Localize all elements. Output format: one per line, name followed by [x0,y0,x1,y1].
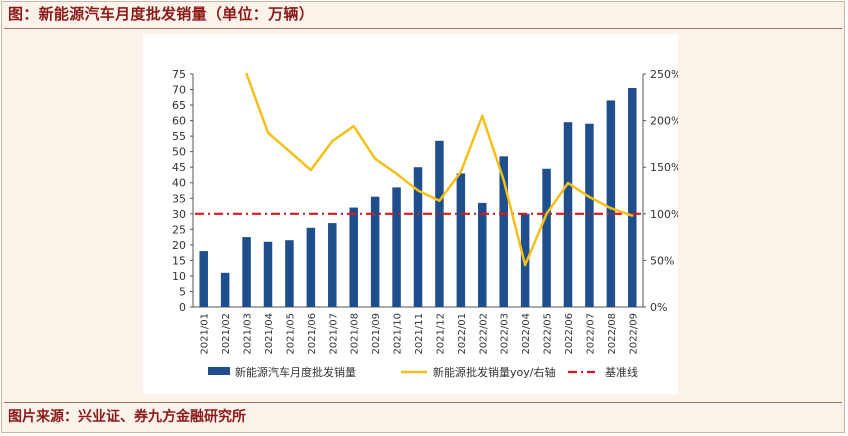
bar [585,123,594,307]
x-tick-label: 2022/08 [607,313,618,355]
x-tick-label: 2021/05 [285,313,296,355]
bar [306,227,316,307]
right-tick-label: 0% [650,301,667,314]
yoy-point [245,72,248,76]
x-tick-label: 2021/12 [435,313,446,355]
yoy-point [395,172,398,175]
bar [563,122,573,307]
x-tick-label: 2022/02 [478,313,489,355]
bar [349,207,358,307]
bar [220,272,230,307]
yoy-point [352,124,355,128]
yoy-point [502,179,505,182]
bar [499,156,508,307]
x-tick-label: 2022/03 [500,313,511,355]
left-tick-label: 5 [179,285,186,298]
legend-bar-label: 新能源汽车月度批发销量 [235,365,356,379]
left-tick-label: 10 [172,270,186,283]
bar [392,187,401,307]
bar [435,140,444,307]
bar [456,173,466,307]
x-tick-label: 2022/09 [628,313,639,355]
yoy-point [438,199,441,202]
left-tick-label: 65 [172,99,186,112]
bar [199,251,208,307]
figure-source: 图片来源：兴业证、券九方金融研究所 [8,409,246,425]
left-tick-label: 20 [172,239,186,252]
yoy-point [309,168,313,172]
chart-panel: 0 5 10 15 20 25 30 35 40 45 50 55 60 65 70 75 0% 50% 100% 1… [143,34,681,394]
caption-divider [4,28,842,29]
yoy-point [609,207,613,210]
left-tick-label: 25 [172,223,186,236]
yoy-point [481,114,484,118]
x-tick-label: 2021/11 [414,313,425,355]
right-tick-label: 250% [650,68,678,81]
x-tick-label: 2022/04 [521,313,532,355]
x-tick-label: 2022/07 [585,313,596,355]
x-tick-label: 2022/05 [543,313,554,355]
left-tick-label: 45 [172,161,186,174]
bar [606,100,616,307]
x-tick-label: 2021/03 [243,313,254,355]
yoy-point [266,131,270,134]
x-tick-label: 2021/10 [393,313,404,355]
left-tick-label: 15 [172,254,186,267]
left-tick-label: 75 [172,68,186,81]
right-tick-label: 50% [650,254,674,267]
legend-bar-swatch [208,367,230,375]
figure-caption: 图：新能源汽车月度批发销量（单位：万辆） [8,5,315,23]
x-tick-label: 2021/09 [371,313,382,355]
yoy-point [459,170,463,174]
x-tick-label: 2021/07 [328,313,339,355]
yoy-point [631,214,634,217]
bar [413,167,423,307]
yoy-point [523,263,527,267]
bar [370,196,380,307]
bar [285,240,294,307]
right-tick-label: 200% [650,115,678,128]
x-tick-label: 2022/06 [564,313,575,355]
left-tick-label: 40 [172,177,186,190]
bar [263,241,273,307]
legend-line-label: 新能源批发销量yoy/右轴 [433,365,555,379]
x-tick-label: 2021/06 [307,313,318,355]
yoy-point [545,212,548,215]
x-tick-label: 2021/08 [350,313,361,355]
bar [542,168,551,307]
yoy-point [288,150,291,153]
bar [628,87,637,307]
left-tick-label: 35 [172,192,186,205]
x-tick-label: 2021/02 [221,313,232,355]
yoy-point [331,139,334,143]
bar [242,237,251,307]
right-tick-label: 150% [650,161,678,174]
x-tick-label: 2022/01 [457,313,468,355]
legend-ref-label: 基准线 [605,365,638,379]
yoy-point [416,189,420,192]
source-divider [4,402,842,403]
x-tick-label: 2021/04 [264,313,275,355]
yoy-point [566,181,570,185]
x-tick-label: 2021/01 [200,313,211,355]
right-tick-label: 100% [650,208,678,221]
left-tick-label: 55 [172,130,186,143]
left-tick-label: 70 [172,84,186,97]
chart-svg: 0 5 10 15 20 25 30 35 40 45 50 55 60 65 70 75 0% 50% 100% 1… [172,68,681,379]
left-tick-label: 30 [172,208,186,221]
left-tick-label: 0 [179,301,186,314]
bar [328,223,337,307]
yoy-point [373,157,377,161]
yoy-point [588,195,591,199]
left-tick-label: 50 [172,146,186,159]
bar [478,202,487,307]
left-tick-label: 60 [172,115,186,128]
